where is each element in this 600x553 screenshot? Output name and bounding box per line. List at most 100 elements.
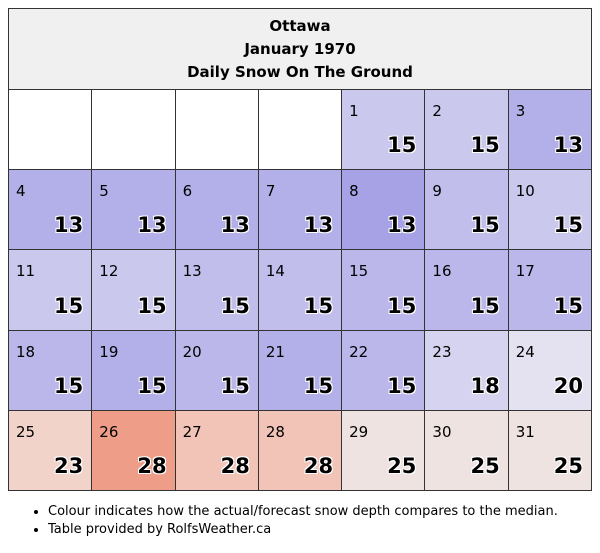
day-cell: 29 25	[341, 409, 426, 492]
snow-depth-value: 15	[54, 373, 84, 398]
snow-depth-value: 15	[553, 293, 583, 318]
calendar-table: Ottawa January 1970 Daily Snow On The Gr…	[7, 7, 593, 492]
day-number: 7	[265, 182, 276, 201]
day-number: 11	[16, 262, 36, 281]
day-number: 4	[16, 182, 26, 201]
snow-depth-value: 15	[303, 293, 334, 318]
snow-depth-value: 15	[553, 213, 583, 238]
snow-depth-value: 20	[553, 373, 583, 398]
day-number: 29	[349, 422, 369, 441]
day-number: 26	[99, 422, 119, 441]
day-cell: 5 13	[91, 169, 176, 251]
snow-depth-value: 13	[387, 213, 417, 238]
snow-depth-value: 15	[54, 293, 84, 318]
day-number: 10	[515, 182, 535, 201]
day-cell: 30 25	[424, 409, 509, 492]
day-number: 9	[432, 182, 442, 201]
note-credit: Table provided by RolfsWeather.ca	[48, 521, 558, 539]
day-number: 5	[99, 182, 109, 201]
snow-depth-value: 15	[470, 133, 500, 158]
day-number: 6	[182, 182, 193, 201]
empty-day-cell	[7, 89, 93, 171]
day-number: 24	[515, 342, 535, 361]
snow-depth-value: 15	[220, 293, 250, 318]
day-cell: 12 15	[91, 249, 176, 331]
day-cell: 17 15	[507, 249, 593, 331]
day-number: 22	[349, 342, 369, 361]
day-number: 15	[349, 262, 369, 281]
snow-depth-value: 25	[387, 454, 417, 478]
snow-depth-value: 15	[470, 293, 500, 318]
day-cell: 13 15	[174, 249, 259, 331]
day-cell: 21 15	[257, 329, 343, 411]
day-number: 27	[182, 422, 202, 441]
day-number: 31	[515, 422, 535, 441]
day-cell: 6 13	[174, 169, 259, 251]
day-cell: 4 13	[7, 169, 93, 251]
day-cell: 15 15	[341, 249, 426, 331]
day-cell: 3 13	[507, 89, 593, 171]
note-colour: Colour indicates how the actual/forecast…	[48, 503, 558, 521]
day-number: 28	[265, 422, 285, 441]
day-cell: 31 25	[507, 409, 593, 492]
day-number: 18	[16, 342, 36, 361]
day-number: 12	[99, 262, 119, 281]
snow-depth-value: 13	[137, 213, 167, 238]
day-number: 19	[99, 342, 119, 361]
day-cell: 2 15	[424, 89, 509, 171]
empty-day-cell	[174, 89, 259, 171]
empty-day-cell	[257, 89, 343, 171]
day-number: 8	[349, 182, 359, 201]
snow-depth-value: 23	[54, 454, 84, 478]
day-cell: 9 15	[424, 169, 509, 251]
snow-depth-value: 25	[553, 454, 583, 478]
snow-depth-value: 15	[387, 293, 417, 318]
day-number: 30	[432, 422, 452, 441]
snow-depth-value: 15	[137, 293, 167, 318]
day-number: 2	[432, 102, 442, 121]
notes-list: Colour indicates how the actual/forecast…	[28, 503, 558, 539]
day-number: 1	[349, 102, 359, 121]
snow-depth-value: 15	[220, 373, 250, 398]
snow-depth-value: 15	[387, 133, 417, 158]
day-number: 25	[16, 422, 36, 441]
day-cell: 14 15	[257, 249, 343, 331]
day-cell: 8 13	[341, 169, 426, 251]
chart-title: Daily Snow On The Ground	[187, 62, 413, 81]
day-cell: 10 15	[507, 169, 593, 251]
day-number: 3	[515, 102, 526, 121]
day-cell: 7 13	[257, 169, 343, 251]
day-cell: 19 15	[91, 329, 176, 411]
snow-depth-value: 15	[470, 213, 500, 238]
day-cell: 23 18	[424, 329, 509, 411]
day-number: 14	[265, 262, 285, 281]
day-cell: 24 20	[507, 329, 593, 411]
day-cell: 1 15	[341, 89, 426, 171]
calendar-header: Ottawa January 1970 Daily Snow On The Gr…	[8, 7, 592, 91]
day-number: 21	[265, 342, 285, 361]
snow-depth-value: 15	[303, 373, 334, 398]
day-number: 23	[432, 342, 452, 361]
day-cell: 25 23	[7, 409, 93, 492]
day-number: 16	[432, 262, 452, 281]
snow-depth-value: 15	[137, 373, 167, 398]
day-cell: 26 28	[91, 409, 176, 492]
snow-depth-value: 28	[303, 454, 334, 478]
snow-depth-value: 28	[137, 454, 167, 478]
empty-day-cell	[91, 89, 176, 171]
day-cell: 27 28	[174, 409, 259, 492]
snow-depth-value: 28	[220, 454, 250, 478]
snow-depth-value: 13	[553, 133, 583, 158]
snow-depth-value: 13	[303, 213, 334, 238]
day-cell: 18 15	[7, 329, 93, 411]
snow-depth-value: 13	[54, 213, 84, 238]
month-title: January 1970	[244, 39, 356, 58]
city-title: Ottawa	[269, 16, 331, 35]
day-cell: 20 15	[174, 329, 259, 411]
day-cell: 28 28	[257, 409, 343, 492]
day-cell: 22 15	[341, 329, 426, 411]
snow-depth-value: 18	[470, 373, 500, 398]
day-number: 17	[515, 262, 535, 281]
snow-depth-value: 13	[220, 213, 250, 238]
snow-depth-value: 25	[470, 454, 500, 478]
